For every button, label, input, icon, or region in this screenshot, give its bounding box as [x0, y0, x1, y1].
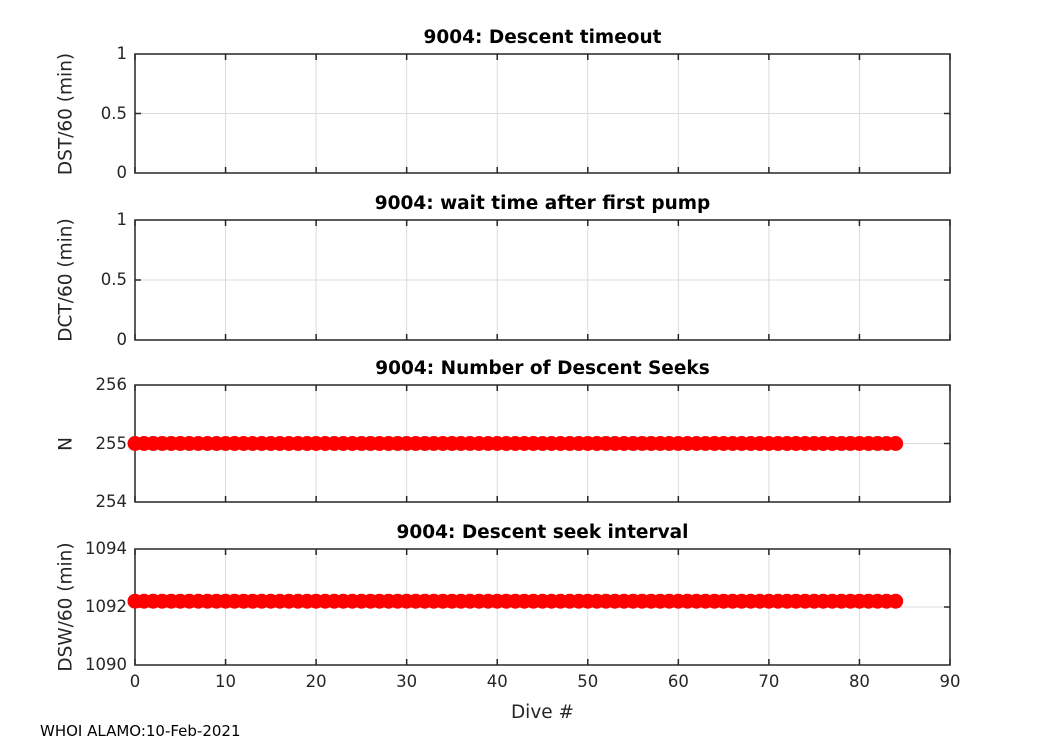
y-tick-label: 1092 [85, 597, 127, 616]
y-tick-label: 1 [116, 44, 128, 63]
x-tick-label: 10 [215, 672, 237, 691]
subplot-3-title: 9004: Number of Descent Seeks [375, 358, 710, 379]
x-tick-label: 70 [758, 672, 780, 691]
y-tick-label: 255 [95, 433, 128, 453]
subplot-1-plot-area [134, 53, 951, 174]
x-tick-label: 50 [577, 672, 599, 691]
subplot-4-plot-area [127, 548, 951, 666]
x-tick-label: 40 [486, 672, 508, 691]
y-tick-label: 1 [116, 210, 128, 229]
y-tick-label: 0 [116, 330, 128, 349]
footer-annotation: WHOI ALAMO:10-Feb-2021 [40, 722, 241, 740]
x-tick-label: 20 [305, 672, 327, 691]
y-tick-label: 254 [95, 492, 128, 511]
subplot-3-plot-area [127, 384, 951, 503]
x-tick-label: 60 [667, 672, 689, 691]
subplot-4-title: 9004: Descent seek interval [396, 522, 689, 543]
y-tick-label: 1094 [85, 539, 127, 558]
subplot-2-plot-area [134, 219, 951, 341]
y-tick-label: 1090 [85, 655, 127, 674]
subplot-1-title: 9004: Descent timeout [423, 27, 662, 48]
x-tick-label: 30 [396, 672, 418, 691]
y-tick-label: 0.5 [100, 270, 127, 289]
y-tick-label: 256 [95, 375, 128, 394]
subplot-2-title: 9004: wait time after first pump [374, 193, 711, 214]
y-tick-label: 0.5 [100, 103, 127, 123]
y-tick-label: 0 [116, 163, 128, 182]
x-tick-label: 80 [848, 672, 870, 691]
x-axis-label: Dive # [510, 702, 575, 723]
x-tick-label: 90 [939, 672, 961, 691]
x-tick-label: 0 [129, 672, 141, 691]
